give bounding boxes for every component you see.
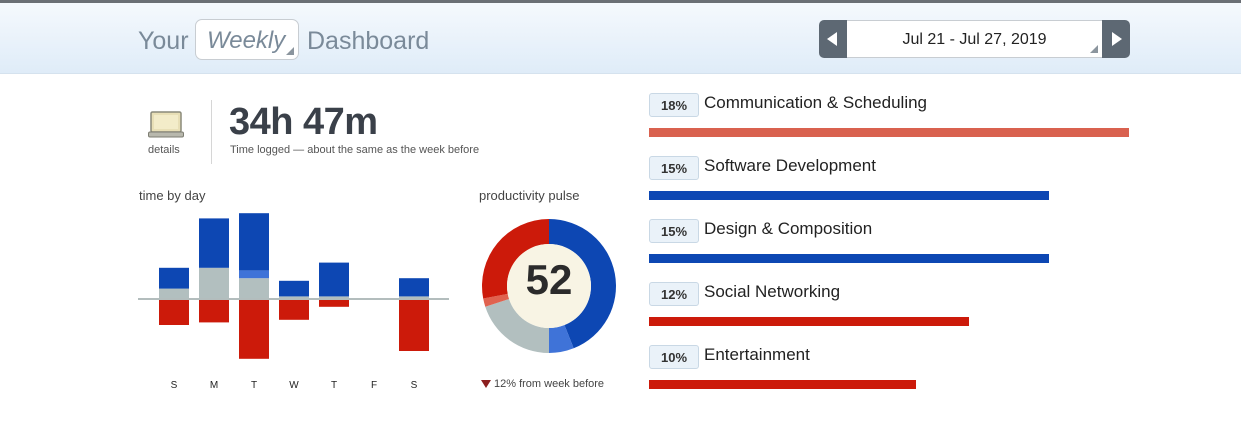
- day-bar-segment: [319, 262, 349, 297]
- category-name[interactable]: Software Development: [704, 156, 876, 175]
- category-name[interactable]: Communication & Scheduling: [704, 93, 928, 112]
- day-bar-segment: [279, 280, 309, 297]
- category-bar: [649, 380, 916, 389]
- dropdown-corner-icon: [286, 47, 294, 55]
- dropdown-corner-icon: [1090, 45, 1098, 53]
- category-row[interactable]: 18% Communication & Scheduling: [649, 93, 1131, 143]
- category-name[interactable]: Social Networking: [704, 282, 841, 301]
- category-percent-badge: 18%: [649, 93, 699, 117]
- productivity-pulse-chart: [482, 219, 616, 353]
- day-bar-distracting: [239, 299, 269, 359]
- date-range-select[interactable]: Jul 21 - Jul 27, 2019: [847, 20, 1102, 58]
- category-percent-badge: 15%: [649, 156, 699, 180]
- title-prefix: Your: [138, 27, 189, 55]
- day-bar-segment: [199, 218, 229, 268]
- arrow-left-icon: [827, 32, 837, 46]
- previous-week-button[interactable]: [819, 20, 847, 58]
- day-label: T: [330, 380, 338, 391]
- pulse-score: 52: [525, 256, 573, 303]
- category-bar: [649, 128, 1129, 137]
- category-bar: [649, 317, 969, 326]
- pulse-segment: [485, 298, 549, 353]
- total-time-caption: Time logged — about the same as the week…: [230, 144, 480, 156]
- period-value: Weekly: [207, 27, 286, 54]
- date-navigator: Jul 21 - Jul 27, 2019: [819, 20, 1130, 58]
- category-bar: [649, 191, 1049, 200]
- time-by-day-chart: [138, 213, 449, 359]
- day-bar-segment: [199, 267, 229, 299]
- category-bar: [649, 254, 1049, 263]
- day-bar-distracting: [159, 299, 189, 325]
- pulse-segment: [483, 293, 510, 307]
- day-label: S: [170, 380, 178, 391]
- category-row[interactable]: 12% Social Networking: [649, 282, 1131, 332]
- pulse-change-text: 12% from week before: [494, 378, 605, 390]
- category-percent-badge: 15%: [649, 219, 699, 243]
- day-bar-segment: [239, 278, 269, 299]
- day-label: T: [250, 380, 258, 391]
- day-label: S: [410, 380, 418, 391]
- day-bar-segment: [279, 296, 309, 299]
- total-time: 34h 47m: [229, 101, 378, 143]
- category-row[interactable]: 15% Software Development: [649, 156, 1131, 206]
- day-bar-segment: [239, 213, 269, 271]
- arrow-down-icon: [481, 380, 491, 388]
- day-bar-segment: [159, 288, 189, 299]
- category-row[interactable]: 15% Design & Composition: [649, 219, 1131, 269]
- category-percent-badge: 12%: [649, 282, 699, 306]
- arrow-right-icon: [1112, 32, 1122, 46]
- day-bar-segment: [159, 267, 189, 289]
- category-row[interactable]: 10% Entertainment: [649, 345, 1131, 395]
- title-suffix: Dashboard: [307, 27, 430, 55]
- day-label: F: [370, 380, 378, 391]
- laptop-icon[interactable]: [148, 110, 184, 140]
- next-week-button[interactable]: [1102, 20, 1130, 58]
- date-range-text: Jul 21 - Jul 27, 2019: [902, 31, 1047, 48]
- day-bar-segment: [319, 296, 349, 299]
- top-border: [0, 0, 1241, 3]
- day-bar-segment: [399, 278, 429, 297]
- period-select[interactable]: Weekly: [195, 19, 299, 60]
- day-bar-distracting: [279, 299, 309, 320]
- day-bar-distracting: [199, 299, 229, 323]
- pulse-segment: [482, 219, 549, 299]
- time-by-day-label: time by day: [139, 188, 206, 203]
- pulse-change: 12% from week before: [481, 378, 604, 390]
- day-label: M: [209, 380, 219, 391]
- pulse-segment: [549, 219, 616, 349]
- summary-divider: [211, 100, 212, 164]
- pulse-segment: [549, 325, 574, 353]
- details-link[interactable]: details: [148, 144, 180, 156]
- day-bar-segment: [239, 270, 269, 279]
- header-bar: Your Weekly Dashboard Jul 21 - Jul 27, 2…: [0, 3, 1241, 74]
- day-bar-segment: [399, 296, 429, 299]
- day-label: W: [289, 380, 299, 391]
- productivity-pulse-label: productivity pulse: [479, 188, 580, 203]
- pulse-center: [507, 244, 591, 328]
- day-bar-distracting: [399, 299, 429, 351]
- category-name[interactable]: Design & Composition: [704, 219, 873, 238]
- day-bar-distracting: [319, 299, 349, 307]
- category-percent-badge: 10%: [649, 345, 699, 369]
- category-name[interactable]: Entertainment: [704, 345, 810, 364]
